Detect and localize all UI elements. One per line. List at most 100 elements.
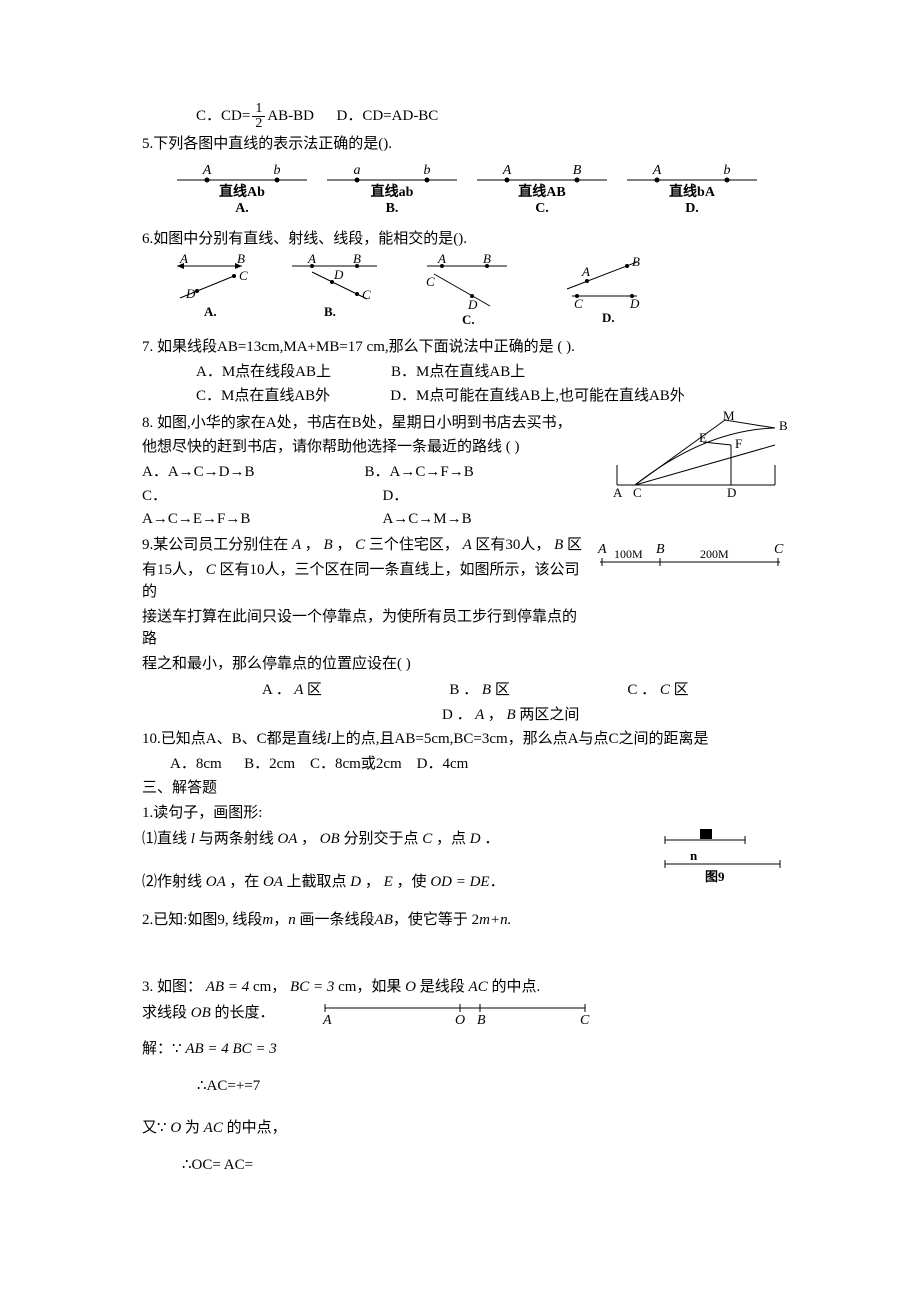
svg-text:C: C bbox=[574, 296, 583, 311]
svg-text:B.: B. bbox=[324, 304, 336, 319]
svg-text:B: B bbox=[353, 254, 361, 266]
q5-text: 5.下列各图中直线的表示法正确的是(). bbox=[142, 133, 790, 156]
q7-text: 7. 如果线段AB=13cm,MA+MB=17 cm,那么下面说法中正确的是 (… bbox=[142, 336, 790, 359]
s3-figure: A O B C bbox=[315, 1000, 595, 1030]
q7-D: D．M点可能在直线AB上,也可能在直线AB外 bbox=[390, 385, 685, 408]
svg-text:C: C bbox=[239, 268, 248, 283]
q9-l2: 有15人， C 区有10人，三个区在同一条直线上，如图所示，该公司的 bbox=[142, 559, 590, 604]
svg-text:b: b bbox=[424, 164, 431, 178]
svg-text:C.: C. bbox=[462, 312, 475, 327]
svg-text:B: B bbox=[237, 254, 245, 266]
s3-sol1: 解：∵ AB = 4 BC = 3 bbox=[142, 1038, 790, 1061]
q9-block: 9.某公司员工分别住在 A ， B ， C 三个住宅区， A 区有30人， B … bbox=[142, 532, 790, 677]
svg-text:B: B bbox=[573, 164, 582, 178]
q5-figures: Ab 直线Ab A. ab 直线ab B. AB 直线AB C. Ab 直线bA… bbox=[172, 164, 790, 224]
svg-text:D: D bbox=[333, 267, 344, 282]
section3-title: 三、解答题 bbox=[142, 777, 790, 800]
svg-text:直线ab: 直线ab bbox=[371, 183, 414, 200]
svg-text:C: C bbox=[580, 1013, 590, 1028]
svg-text:A: A bbox=[597, 542, 607, 557]
q5-svg: Ab 直线Ab A. ab 直线ab B. AB 直线AB C. Ab 直线bA… bbox=[172, 164, 772, 224]
q8-D: D．A→C→M→B bbox=[382, 485, 495, 530]
svg-text:A: A bbox=[307, 254, 316, 266]
s2-text: 2.已知:如图9, 线段m，n 画一条线段AB，使它等于 2m+n. bbox=[142, 909, 790, 932]
svg-text:图9: 图9 bbox=[705, 869, 725, 884]
q4-optC: C．CD=12AB-BD bbox=[196, 108, 318, 124]
q7-A: A．M点在线段AB上 bbox=[196, 361, 331, 384]
svg-text:200M: 200M bbox=[700, 547, 729, 561]
s1-block: ⑴直线 l 与两条射线 OA ， OB 分别交于点 C ，点 D ． ⑵作射线 … bbox=[142, 826, 790, 895]
q8-A: A．A→C→D→B bbox=[142, 461, 255, 484]
svg-text:B: B bbox=[779, 418, 788, 433]
svg-text:B: B bbox=[483, 254, 491, 266]
svg-text:A: A bbox=[322, 1013, 332, 1028]
svg-text:C.: C. bbox=[535, 201, 549, 216]
svg-text:B.: B. bbox=[386, 201, 399, 216]
svg-text:C: C bbox=[362, 287, 371, 302]
q8-ab: A．A→C→D→B B．A→C→F→B bbox=[142, 461, 605, 484]
s3-sol2: ∴AC=+=7 bbox=[197, 1075, 790, 1098]
svg-text:直线Ab: 直线Ab bbox=[219, 183, 265, 200]
svg-text:A.: A. bbox=[204, 304, 217, 319]
svg-text:C: C bbox=[426, 274, 435, 289]
q10-opts: A．8cm B．2cm C．8cm或2cm D．4cm bbox=[170, 753, 790, 776]
svg-text:D: D bbox=[467, 297, 478, 312]
q9-opts1: A ． A 区 B ． B 区 C ． C 区 bbox=[262, 679, 790, 702]
svg-text:D: D bbox=[629, 296, 640, 311]
q7-ab: A．M点在线段AB上 B．M点在直线AB上 bbox=[196, 361, 790, 384]
svg-text:A: A bbox=[202, 164, 212, 178]
q6-text: 6.如图中分别有直线、射线、线段，能相交的是(). bbox=[142, 228, 790, 251]
svg-text:D.: D. bbox=[685, 201, 699, 216]
svg-text:A.: A. bbox=[235, 201, 249, 216]
svg-text:直线bA: 直线bA bbox=[669, 183, 716, 200]
q9-figure: A B C 100M 200M bbox=[590, 532, 790, 578]
s3-sol4: ∴OC= AC= bbox=[182, 1154, 790, 1177]
svg-text:B: B bbox=[632, 254, 640, 269]
svg-text:A: A bbox=[179, 254, 188, 266]
s1-h: 1.读句子，画图形: bbox=[142, 802, 790, 825]
svg-text:M: M bbox=[723, 410, 735, 423]
q8-B: B．A→C→F→B bbox=[365, 461, 474, 484]
svg-text:O: O bbox=[455, 1013, 465, 1028]
q6-svg: A B C D A. A B D C B. A B C D C. A B C D D. bbox=[162, 254, 682, 332]
q9-l3: 接送车打算在此间只设一个停靠点，为使所有员工步行到停靠点的路 bbox=[142, 606, 590, 651]
svg-text:A: A bbox=[502, 164, 512, 178]
q10-text: 10.已知点A、B、C都是直线l上的点,且AB=5cm,BC=3cm，那么点A与… bbox=[142, 728, 790, 751]
svg-text:A: A bbox=[437, 254, 446, 266]
svg-text:A: A bbox=[581, 264, 590, 279]
q8-figure: M B E F A C D bbox=[605, 410, 790, 498]
svg-text:b: b bbox=[724, 164, 731, 178]
svg-text:n: n bbox=[690, 848, 698, 863]
svg-text:100M: 100M bbox=[614, 547, 643, 561]
svg-text:A: A bbox=[652, 164, 662, 178]
s3-l2row: 求线段 OB 的长度． A O B C bbox=[142, 1000, 790, 1030]
q4-options: C．CD=12AB-BD D．CD=AD-BC bbox=[196, 102, 790, 131]
q8-C: C．A→C→E→F→B bbox=[142, 485, 272, 530]
svg-text:E: E bbox=[699, 430, 707, 445]
svg-text:C: C bbox=[774, 542, 784, 557]
fig9: n 图9 bbox=[650, 826, 790, 888]
q7-C: C．M点在直线AB外 bbox=[196, 385, 330, 408]
svg-text:D: D bbox=[727, 485, 736, 498]
q9-l1: 9.某公司员工分别住在 A ， B ， C 三个住宅区， A 区有30人， B … bbox=[142, 534, 590, 557]
svg-text:b: b bbox=[274, 164, 281, 178]
s1-a: ⑴直线 l 与两条射线 OA ， OB 分别交于点 C ，点 D ． bbox=[142, 828, 650, 851]
q9-l4: 程之和最小，那么停靠点的位置应设在( ) bbox=[142, 653, 590, 676]
s3-l2: 求线段 OB 的长度． bbox=[142, 1002, 275, 1025]
q8-block: 8. 如图,小华的家在A处，书店在B处，星期日小明到书店去买书， 他想尽快的赶到… bbox=[142, 410, 790, 533]
q7-cd: C．M点在直线AB外 D．M点可能在直线AB上,也可能在直线AB外 bbox=[196, 385, 790, 408]
q8-cd: C．A→C→E→F→B D．A→C→M→B bbox=[142, 485, 605, 530]
svg-text:C: C bbox=[633, 485, 642, 498]
svg-text:B: B bbox=[477, 1013, 486, 1028]
q4-optD: D．CD=AD-BC bbox=[336, 108, 438, 124]
q6-figures: A B C D A. A B D C B. A B C D C. A B C D D. bbox=[162, 254, 790, 332]
q8-l1: 8. 如图,小华的家在A处，书店在B处，星期日小明到书店去买书， bbox=[142, 412, 605, 435]
svg-text:直线AB: 直线AB bbox=[518, 183, 565, 200]
svg-text:F: F bbox=[735, 436, 742, 451]
svg-text:D: D bbox=[185, 286, 196, 301]
svg-text:D.: D. bbox=[602, 310, 615, 325]
s3-l1: 3. 如图： AB = 4 cm， BC = 3 cm，如果 O 是线段 AC … bbox=[142, 976, 790, 999]
svg-text:A: A bbox=[613, 485, 623, 498]
s1-b: ⑵作射线 OA ，在 OA 上截取点 D ， E ，使 OD = DE． bbox=[142, 871, 650, 894]
s3-sol3: 又∵ O 为 AC 的中点， bbox=[142, 1117, 790, 1140]
